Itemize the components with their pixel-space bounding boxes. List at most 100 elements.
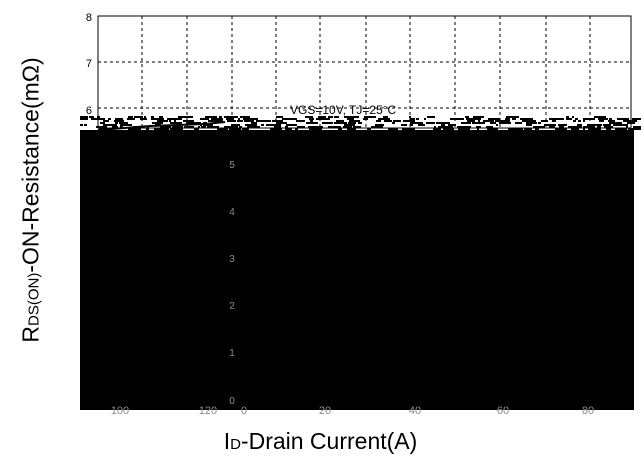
- glitch-segment: [128, 116, 133, 118]
- y-axis-label-subscript: DS(ON): [25, 272, 43, 326]
- glitch-segment: [499, 122, 511, 124]
- glitch-segment: [338, 128, 342, 130]
- glitch-segment: [441, 124, 445, 126]
- glitch-segment: [170, 128, 183, 130]
- glitch-segment: [558, 124, 567, 126]
- glitch-segment: [348, 122, 356, 124]
- glitch-segment: [571, 128, 579, 130]
- glitch-segment: [588, 128, 601, 130]
- glitch-segment: [119, 122, 128, 124]
- glitch-segment: [282, 118, 297, 120]
- glitch-segment: [239, 126, 242, 128]
- x-tick-label-dark: 0: [241, 405, 247, 417]
- glitch-segment: [583, 128, 585, 130]
- glitch-segment: [256, 120, 271, 122]
- glitch-segment: [353, 126, 361, 128]
- y-tick-label: 7: [86, 58, 92, 70]
- glitch-segment: [169, 120, 171, 122]
- glitch-segment: [566, 118, 572, 120]
- glitch-segment: [96, 126, 107, 128]
- glitch-segment: [583, 120, 585, 122]
- glitch-segment: [247, 126, 260, 128]
- glitch-segment: [450, 118, 464, 120]
- glitch-segment: [219, 116, 222, 118]
- glitch-segment: [159, 116, 163, 118]
- glitch-segment: [473, 116, 484, 118]
- glitch-segment: [522, 120, 536, 122]
- glitch-segment: [343, 126, 352, 128]
- glitch-segment: [583, 118, 595, 120]
- glitch-segment: [115, 122, 118, 124]
- glitch-segment: [559, 126, 564, 128]
- glitch-segment: [243, 118, 258, 120]
- glitch-segment: [297, 126, 305, 128]
- glitch-segment: [541, 120, 548, 122]
- glitch-segment: [203, 124, 213, 126]
- glitch-segment: [80, 118, 88, 120]
- y-axis-label-prefix: R: [17, 325, 44, 343]
- glitch-segment: [231, 124, 240, 126]
- glitch-segment: [436, 122, 450, 124]
- glitch-segment: [200, 118, 209, 120]
- glitch-segment: [393, 120, 401, 122]
- glitch-segment: [410, 124, 413, 126]
- glitch-segment: [375, 124, 384, 126]
- glitch-segment: [533, 126, 545, 128]
- glitch-segment: [401, 124, 407, 126]
- glitch-segment: [276, 116, 283, 118]
- x-tick-label-dark: 60: [497, 405, 509, 417]
- glitch-segment: [632, 118, 641, 120]
- glitch-segment: [157, 120, 168, 122]
- glitch-segment: [426, 122, 435, 124]
- glitch-segment: [112, 126, 118, 128]
- glitch-segment: [434, 126, 436, 128]
- glitch-segment: [461, 122, 471, 124]
- glitch-segment: [318, 116, 326, 118]
- glitch-segment: [108, 118, 111, 120]
- glitch-segment: [286, 124, 297, 126]
- glitch-segment: [609, 118, 612, 120]
- glitch-segment: [476, 126, 481, 128]
- glitch-segment: [583, 126, 595, 128]
- glitch-segment: [587, 124, 602, 126]
- glitch-segment: [467, 120, 475, 122]
- glitch-segment: [378, 118, 390, 120]
- glitch-segment: [495, 120, 510, 122]
- glitch-segment: [384, 120, 392, 122]
- glitch-segment: [604, 126, 613, 128]
- glitch-segment: [515, 122, 522, 124]
- glitch-segment: [505, 118, 510, 120]
- glitch-segment: [151, 118, 164, 120]
- glitch-segment: [483, 120, 494, 122]
- glitch-segment: [310, 120, 313, 122]
- glitch-segment: [251, 122, 257, 124]
- glitch-segment: [334, 122, 347, 124]
- glitch-segment: [120, 126, 123, 128]
- y-axis-label-suffix: -ON-Resistance(mΩ): [17, 57, 44, 273]
- glitch-segment: [198, 126, 200, 128]
- x-axis-label: ID-Drain Current(A): [0, 428, 641, 455]
- x-tick-label-dark: 40: [409, 405, 421, 417]
- glitch-segment: [178, 116, 193, 118]
- y-tick-label-dark: 5: [229, 160, 235, 171]
- glitch-segment: [364, 116, 376, 118]
- glitch-segment: [609, 122, 622, 124]
- glitch-band: [80, 116, 641, 130]
- glitch-segment: [296, 120, 305, 122]
- glitch-segment: [146, 128, 149, 130]
- glitch-segment: [573, 120, 576, 122]
- y-axis-label-container: RDS(ON)-ON-Resistance(mΩ): [6, 20, 56, 380]
- glitch-segment: [80, 116, 88, 118]
- glitch-segment: [424, 118, 426, 120]
- glitch-segment: [597, 126, 601, 128]
- glitch-segment: [555, 128, 567, 130]
- glitch-segment: [237, 120, 243, 122]
- glitch-segment: [617, 118, 629, 120]
- x-tick-label-dark: 80: [582, 405, 594, 417]
- chart-annotation: VGS=10V, TJ=25°C: [290, 103, 397, 117]
- glitch-segment: [535, 128, 539, 130]
- glitch-segment: [334, 116, 339, 118]
- glitch-segment: [371, 126, 383, 128]
- glitch-segment: [295, 128, 298, 130]
- glitch-segment: [628, 128, 641, 130]
